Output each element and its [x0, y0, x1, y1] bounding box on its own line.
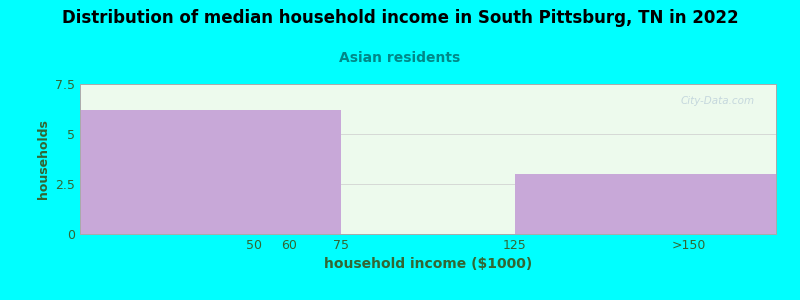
Text: Asian residents: Asian residents [339, 51, 461, 65]
X-axis label: household income ($1000): household income ($1000) [324, 257, 532, 272]
Y-axis label: households: households [37, 119, 50, 199]
Bar [515, 174, 776, 234]
Text: Distribution of median household income in South Pittsburg, TN in 2022: Distribution of median household income … [62, 9, 738, 27]
Text: City-Data.com: City-Data.com [681, 96, 755, 106]
Bar [289, 110, 341, 234]
Bar [80, 110, 289, 234]
